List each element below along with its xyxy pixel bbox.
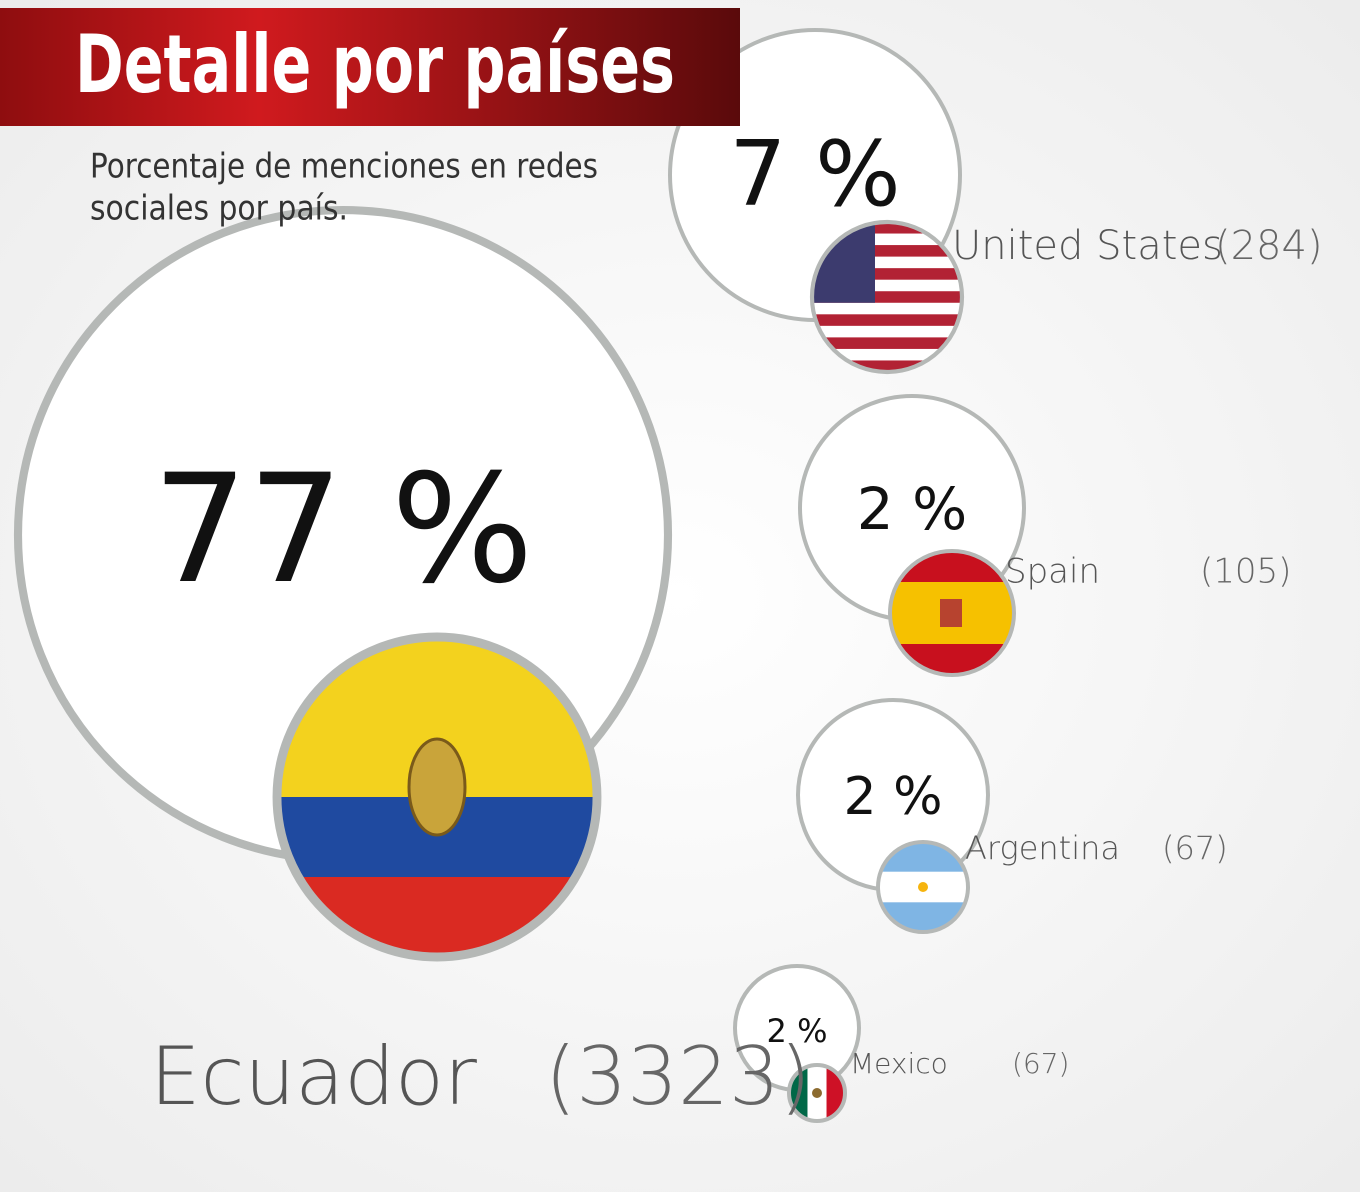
- subtitle: Porcentaje de menciones en redes: [90, 147, 598, 187]
- flag-border: [876, 840, 970, 934]
- flag-stripe: [812, 348, 962, 361]
- value-label: 2 %: [767, 1012, 828, 1050]
- flag-emblem: [812, 1088, 822, 1098]
- flag-stripe: [812, 325, 962, 338]
- flag-stripe: [812, 337, 962, 350]
- flag-emblem: [407, 737, 467, 837]
- title-banner: [0, 8, 740, 126]
- flag-stripe: [812, 314, 962, 327]
- chart-title: Detalle por países: [75, 18, 675, 111]
- count-label: (3323): [545, 1030, 811, 1123]
- value-label: 7 %: [729, 122, 900, 227]
- category-label: Mexico: [850, 1047, 948, 1080]
- flag-border: [888, 549, 1016, 677]
- flag-emblem: [940, 599, 962, 627]
- count-label: (67): [1162, 829, 1228, 867]
- category-label: Argentina: [965, 829, 1120, 867]
- value-label: 2 %: [843, 767, 942, 827]
- flag-emblem: [918, 882, 928, 892]
- count-label: (67): [1012, 1047, 1069, 1080]
- category-label: United States: [952, 223, 1223, 269]
- flag-stripe: [812, 302, 962, 315]
- count-label: (284): [1215, 223, 1323, 269]
- category-label: Spain: [1005, 552, 1100, 592]
- flag-border: [809, 219, 965, 375]
- flag-border: [787, 1063, 847, 1123]
- count-label: (105): [1200, 552, 1291, 592]
- flag-stripe: [812, 360, 962, 372]
- subtitle: sociales por país.: [90, 189, 348, 229]
- value-label: 77 %: [152, 443, 533, 617]
- category-label: Ecuador: [150, 1030, 477, 1123]
- value-label: 2 %: [857, 475, 967, 543]
- flag-border: [272, 632, 602, 962]
